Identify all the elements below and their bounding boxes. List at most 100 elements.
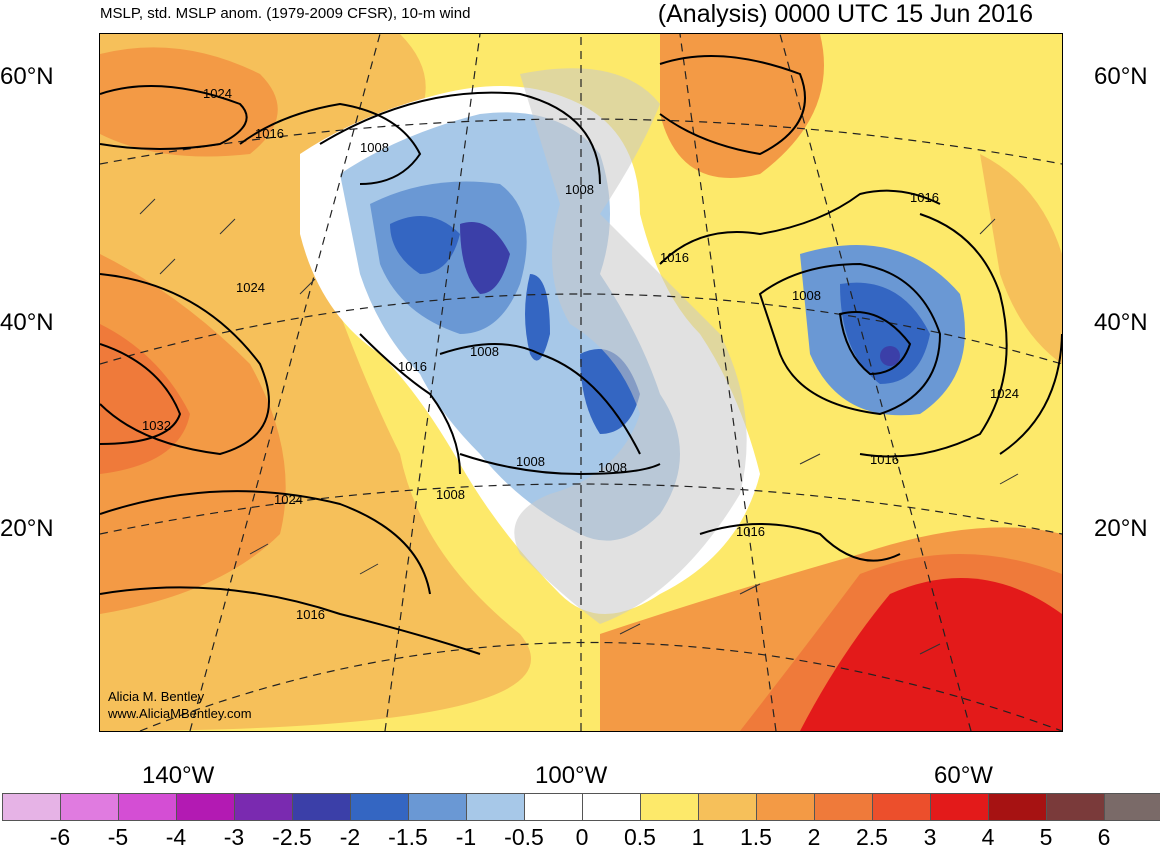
colorbar-label: 6 [1097, 824, 1111, 850]
lat-label-60n-right: 60°N [1094, 63, 1148, 90]
colorbar-swatch [466, 793, 525, 821]
colorbar-label: 0.5 [624, 824, 656, 850]
isobar-1008-central [439, 343, 641, 455]
isobar-label: 1008 [436, 487, 465, 502]
isobar-label-layer: 1024 1016 1008 1008 1016 1016 1024 1008 … [142, 86, 1019, 622]
wind-barb [999, 473, 1019, 485]
isobar-label: 1016 [255, 126, 284, 141]
caribbean-core-fill [800, 578, 1062, 731]
isobar-1016-north [239, 102, 422, 185]
isobar-1024-south [100, 490, 431, 595]
isobar-label: 1008 [598, 460, 627, 475]
colorbar-label: 2.5 [856, 824, 888, 850]
atlantic-anomaly-fill [980, 154, 1062, 364]
weather-map: 1024 1016 1008 1008 1016 1016 1024 1008 … [99, 33, 1063, 732]
colorbar-label: 5 [1039, 824, 1053, 850]
colorbar-label: -1.5 [388, 824, 428, 850]
colorbar-label: 1.5 [740, 824, 772, 850]
isobar-1032-pacific [100, 343, 182, 445]
isobar-label: 1016 [398, 359, 427, 374]
credit-website: www.AliciaMBentley.com [108, 706, 252, 721]
colorbar-swatch [60, 793, 119, 821]
colorbar-label: 4 [981, 824, 995, 850]
colorbar-swatch [524, 793, 583, 821]
colorbar-label: -0.5 [504, 824, 544, 850]
wind-barb-layer [139, 198, 1019, 655]
colorbar-swatch [930, 793, 989, 821]
colorbar-label: -5 [107, 824, 129, 850]
lat-label-20n-right: 20°N [1094, 515, 1148, 542]
isobar-label: 1008 [565, 182, 594, 197]
isobar-1016-greenland [659, 55, 806, 156]
isobar-1016-west [359, 333, 461, 475]
isobar-label: 1024 [236, 280, 265, 295]
colorbar-swatch [408, 793, 467, 821]
isobar-1008-north [319, 91, 601, 185]
map-title: MSLP, std. MSLP anom. (1979-2009 CFSR), … [100, 5, 471, 22]
atlantic-low-core-fill [840, 282, 930, 384]
plains-low-fill [525, 274, 550, 361]
colorbar-swatch [1104, 793, 1160, 821]
isobar-label: 1008 [792, 288, 821, 303]
colorbar-swatch [234, 793, 293, 821]
lat-label-60n-left: 60°N [0, 63, 54, 90]
lat-label-40n-left: 40°N [0, 309, 54, 336]
isobar-label: 1008 [470, 344, 499, 359]
colorbar-swatch [756, 793, 815, 821]
wind-barb [249, 543, 269, 555]
land-mask-fill [514, 68, 747, 625]
lon-label-140w: 140°W [142, 762, 215, 789]
graticule-layer [100, 34, 1062, 731]
isobar-label: 1024 [203, 86, 232, 101]
wind-barb [619, 623, 641, 635]
isobar-1016-northeast [659, 189, 941, 265]
isobar-label: 1016 [910, 190, 939, 205]
credit-author: Alicia M. Bentley [108, 689, 205, 704]
isobar-1008-atlantic [758, 262, 942, 416]
wind-barb [739, 583, 761, 595]
colorbar-swatch [2, 793, 61, 821]
wind-barb [979, 218, 996, 235]
isobar-layer [100, 55, 1062, 655]
colorbar-label: -2 [339, 824, 361, 850]
colorbar-swatch [176, 793, 235, 821]
graticule-lon-140 [189, 34, 381, 731]
isobar-1016-south [100, 586, 481, 655]
colorbar-label: 1 [691, 824, 705, 850]
wind-barb [799, 453, 821, 465]
pacific-high-anomaly-fill [100, 254, 286, 614]
isobar-1016-caribbean [699, 523, 901, 562]
lon-label-60w: 60°W [934, 762, 993, 789]
colorbar-swatch [118, 793, 177, 821]
colorbar-swatch [698, 793, 757, 821]
colorbar-label: -2.5 [272, 824, 312, 850]
atlantic-low-center-fill [880, 346, 900, 366]
western-low-core-fill [390, 216, 460, 274]
wind-barb [299, 278, 316, 295]
isobar-1024-atlantic [999, 333, 1062, 455]
colorbar-swatch [350, 793, 409, 821]
lon-label-100w: 100°W [535, 762, 608, 789]
greenland-anomaly-fill [660, 34, 824, 178]
graticule-lon-60 [779, 34, 972, 731]
colorbar-swatch [582, 793, 641, 821]
isobar-label: 1016 [736, 524, 765, 539]
graticule-lat-40 [100, 293, 1062, 365]
wind-barb [159, 258, 176, 275]
isobar-1016-atlantic [859, 213, 1008, 458]
pacific-high-core-fill [100, 324, 190, 474]
isobar-label: 1016 [296, 607, 325, 622]
colorbar-label: -1 [455, 824, 477, 850]
isobar-1024-alaska [100, 85, 248, 150]
analysis-time: (Analysis) 0000 UTC 15 Jun 2016 [657, 0, 1033, 28]
lat-label-40n-right: 40°N [1094, 309, 1148, 336]
map-canvas: 1024 1016 1008 1008 1016 1016 1024 1008 … [100, 34, 1062, 731]
isobar-label: 1024 [274, 492, 303, 507]
isobar-label: 1016 [870, 452, 899, 467]
colorbar-label: -4 [165, 824, 187, 850]
isobar-1008-south-central [459, 453, 661, 476]
graticule-lon-80 [679, 34, 777, 731]
isobar-1000-atlantic [838, 311, 912, 376]
wind-barb [359, 563, 379, 575]
lat-label-20n-left: 20°N [0, 515, 54, 542]
